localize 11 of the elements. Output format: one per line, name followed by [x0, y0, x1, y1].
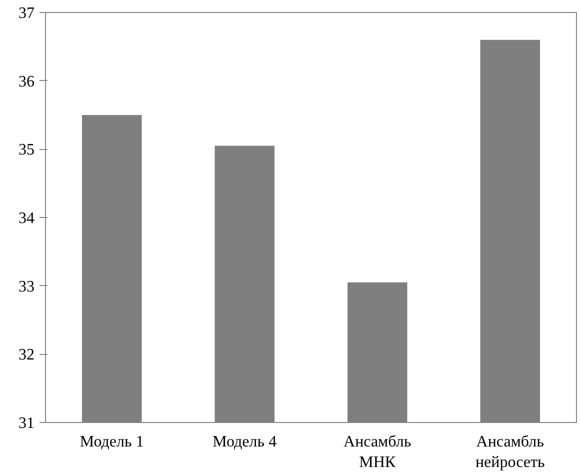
x-tick-label: Ансамбль нейросеть — [475, 434, 545, 471]
y-tick-label: 34 — [18, 210, 34, 227]
y-tick-label: 37 — [18, 5, 34, 22]
y-tick-label: 35 — [18, 142, 34, 159]
y-tick-label: 33 — [18, 278, 34, 296]
y-tick-label: 31 — [18, 415, 34, 432]
y-tick-label: 36 — [18, 73, 34, 90]
x-tick-label: Модель 1 — [80, 434, 144, 450]
x-tick-label: Ансамбль МНК — [344, 434, 412, 471]
x-tick-label: Модель 4 — [212, 434, 277, 450]
y-tick-label: 32 — [18, 346, 34, 364]
